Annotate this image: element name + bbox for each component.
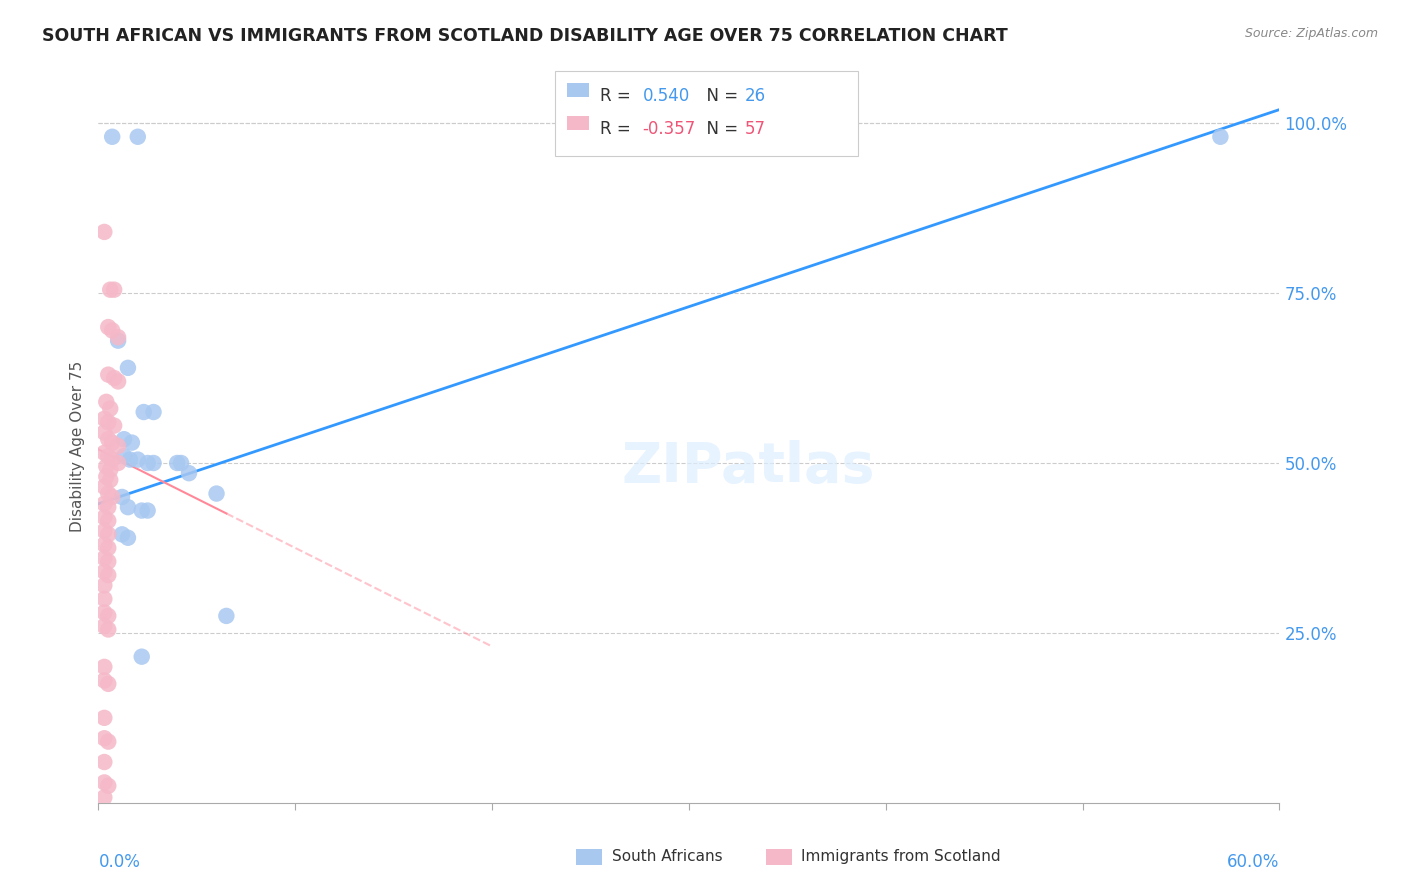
Point — [93, 565, 115, 579]
Point — [215, 608, 238, 623]
Point — [136, 456, 159, 470]
Point — [93, 660, 115, 674]
Point — [101, 323, 124, 337]
Point — [93, 551, 115, 566]
Point — [93, 731, 115, 746]
Point — [97, 623, 120, 637]
Text: Immigrants from Scotland: Immigrants from Scotland — [801, 849, 1001, 864]
Point — [97, 541, 120, 555]
Point — [97, 734, 120, 748]
Point — [107, 439, 129, 453]
Point — [132, 405, 155, 419]
Point — [93, 619, 115, 633]
Point — [136, 503, 159, 517]
Point — [93, 711, 115, 725]
Point — [97, 368, 120, 382]
Point — [97, 555, 120, 569]
Point — [96, 394, 118, 409]
Point — [97, 514, 120, 528]
Point — [127, 129, 149, 144]
Point — [97, 432, 120, 446]
Y-axis label: Disability Age Over 75: Disability Age Over 75 — [69, 360, 84, 532]
Point — [96, 459, 118, 474]
Point — [93, 510, 115, 524]
Point — [97, 415, 120, 429]
Point — [93, 480, 115, 494]
Point — [107, 334, 129, 348]
Point — [107, 456, 129, 470]
Point — [112, 449, 135, 463]
Point — [103, 418, 125, 433]
Point — [205, 486, 228, 500]
Point — [96, 469, 118, 483]
Point — [97, 779, 120, 793]
Point — [93, 225, 115, 239]
Point — [97, 608, 120, 623]
Point — [170, 456, 193, 470]
Point — [97, 527, 120, 541]
Text: 0.540: 0.540 — [643, 87, 690, 105]
Point — [101, 490, 124, 504]
Point — [107, 375, 129, 389]
Point — [93, 425, 115, 440]
Text: 60.0%: 60.0% — [1227, 853, 1279, 871]
Point — [93, 606, 115, 620]
Point — [101, 129, 124, 144]
Point — [93, 497, 115, 511]
Point — [97, 568, 120, 582]
Point — [117, 531, 139, 545]
Text: R =: R = — [600, 120, 637, 138]
Point — [93, 524, 115, 538]
Point — [97, 677, 120, 691]
Point — [101, 452, 124, 467]
Point — [93, 591, 115, 606]
Point — [103, 283, 125, 297]
Point — [142, 456, 165, 470]
Point — [131, 503, 153, 517]
Point — [93, 790, 115, 805]
Point — [98, 473, 121, 487]
Point — [111, 490, 134, 504]
Text: SOUTH AFRICAN VS IMMIGRANTS FROM SCOTLAND DISABILITY AGE OVER 75 CORRELATION CHA: SOUTH AFRICAN VS IMMIGRANTS FROM SCOTLAN… — [42, 27, 1008, 45]
Point — [166, 456, 188, 470]
Point — [93, 673, 115, 688]
Point — [97, 500, 120, 515]
Point — [93, 446, 115, 460]
Text: ZIPatlas: ZIPatlas — [621, 441, 875, 494]
Point — [98, 283, 121, 297]
Point — [118, 452, 141, 467]
Point — [97, 449, 120, 463]
Point — [117, 500, 139, 515]
Point — [98, 401, 121, 416]
Point — [112, 432, 135, 446]
Text: 26: 26 — [745, 87, 766, 105]
Text: R =: R = — [600, 87, 637, 105]
Point — [93, 412, 115, 426]
Point — [121, 435, 143, 450]
Point — [98, 463, 121, 477]
Point — [97, 320, 120, 334]
Text: 0.0%: 0.0% — [98, 853, 141, 871]
Point — [177, 466, 200, 480]
Point — [1209, 129, 1232, 144]
Text: -0.357: -0.357 — [643, 120, 696, 138]
Point — [107, 330, 129, 344]
Point — [111, 527, 134, 541]
Point — [142, 405, 165, 419]
Text: South Africans: South Africans — [612, 849, 723, 864]
Text: Source: ZipAtlas.com: Source: ZipAtlas.com — [1244, 27, 1378, 40]
Point — [117, 360, 139, 375]
Point — [101, 435, 124, 450]
Text: N =: N = — [696, 87, 744, 105]
Text: N =: N = — [696, 120, 744, 138]
Point — [97, 486, 120, 500]
Point — [93, 537, 115, 551]
Point — [103, 371, 125, 385]
Point — [127, 452, 149, 467]
Text: 57: 57 — [745, 120, 766, 138]
Point — [131, 649, 153, 664]
Point — [93, 775, 115, 789]
Point — [93, 578, 115, 592]
Point — [93, 755, 115, 769]
